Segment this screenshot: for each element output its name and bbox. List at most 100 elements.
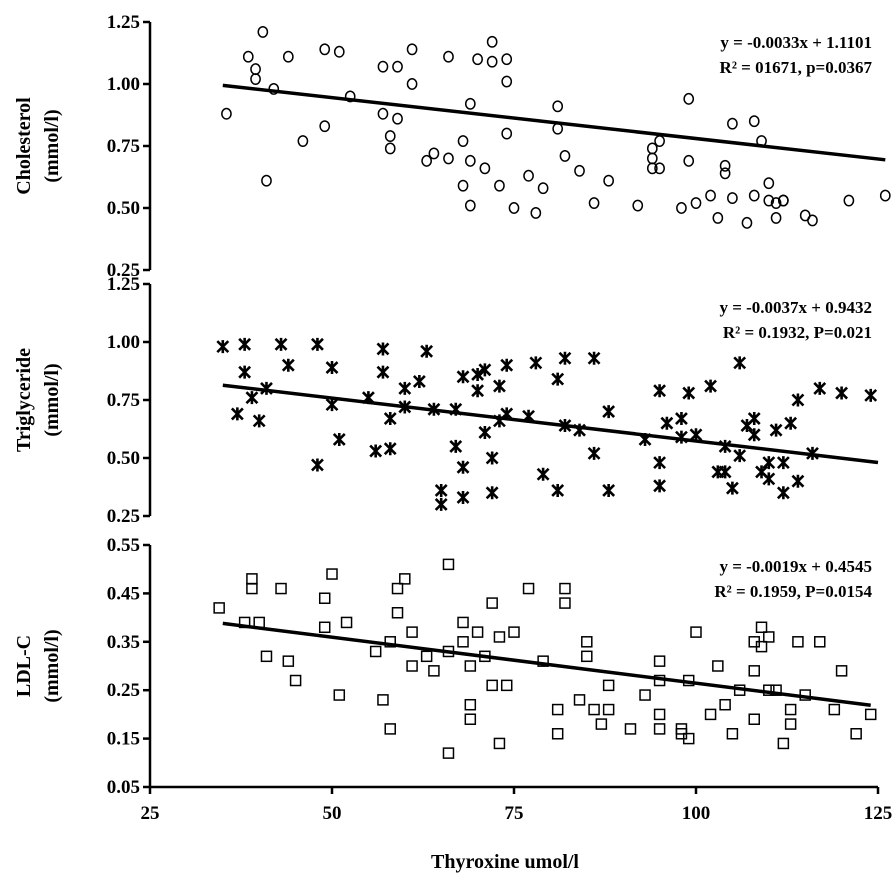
data-point bbox=[319, 43, 331, 56]
data-point bbox=[282, 50, 294, 63]
data-point bbox=[493, 631, 506, 643]
data-point bbox=[733, 449, 747, 463]
data-point bbox=[493, 379, 506, 393]
data-point bbox=[449, 439, 463, 453]
data-point bbox=[282, 655, 295, 667]
y-tick-label: 0.75 bbox=[107, 136, 140, 157]
data-point bbox=[653, 708, 666, 721]
data-point bbox=[479, 162, 491, 175]
data-point bbox=[864, 388, 878, 402]
data-point bbox=[442, 558, 455, 571]
data-point bbox=[478, 363, 492, 377]
data-point bbox=[384, 130, 396, 143]
data-point bbox=[603, 174, 614, 187]
data-point bbox=[471, 626, 484, 638]
data-point bbox=[508, 202, 520, 214]
data-point bbox=[551, 703, 564, 716]
data-point bbox=[769, 423, 783, 437]
data-point bbox=[471, 384, 485, 398]
data-point bbox=[486, 597, 498, 609]
data-point bbox=[683, 154, 695, 167]
data-point bbox=[690, 197, 702, 209]
data-point bbox=[602, 703, 615, 716]
data-point bbox=[725, 481, 739, 495]
data-point bbox=[595, 718, 608, 730]
data-point bbox=[464, 199, 476, 212]
data-point bbox=[221, 107, 232, 120]
data-point bbox=[297, 135, 309, 147]
data-point bbox=[762, 472, 776, 486]
data-point bbox=[712, 660, 724, 672]
data-point bbox=[311, 337, 324, 351]
data-point bbox=[748, 713, 760, 725]
trendline bbox=[222, 83, 886, 162]
data-point bbox=[457, 179, 469, 192]
data-point bbox=[442, 747, 455, 759]
data-point bbox=[384, 142, 396, 155]
data-point bbox=[755, 640, 768, 653]
data-point bbox=[551, 728, 564, 740]
data-point bbox=[252, 414, 266, 428]
data-point bbox=[216, 340, 230, 354]
y-tick-label: 1.00 bbox=[107, 332, 140, 353]
data-point bbox=[682, 732, 695, 745]
data-point bbox=[434, 483, 448, 497]
data-point bbox=[704, 379, 717, 393]
data-point bbox=[763, 631, 775, 643]
data-point bbox=[660, 416, 674, 430]
x-tick-label: 75 bbox=[505, 803, 524, 824]
data-point bbox=[443, 152, 454, 165]
data-point bbox=[632, 199, 644, 212]
data-point bbox=[493, 737, 506, 750]
y-axis-title-line: (mmol/l) bbox=[41, 109, 63, 182]
data-point bbox=[261, 174, 272, 187]
data-point bbox=[421, 154, 432, 167]
data-point bbox=[552, 100, 564, 113]
data-point bbox=[682, 386, 696, 400]
data-point bbox=[318, 621, 331, 634]
data-point bbox=[588, 197, 600, 209]
data-point bbox=[250, 63, 261, 76]
data-point bbox=[275, 582, 287, 595]
data-point bbox=[653, 655, 666, 667]
data-point bbox=[581, 650, 593, 663]
data-point bbox=[377, 107, 389, 120]
data-point bbox=[653, 456, 667, 470]
data-point bbox=[246, 582, 258, 595]
data-point bbox=[559, 149, 571, 162]
data-point bbox=[257, 25, 269, 38]
y-tick-label: 0.35 bbox=[107, 632, 140, 653]
data-point bbox=[464, 154, 476, 167]
data-point bbox=[763, 194, 775, 207]
data-point bbox=[705, 189, 716, 202]
data-point bbox=[246, 573, 258, 585]
data-point bbox=[383, 412, 397, 426]
data-point bbox=[486, 55, 498, 68]
x-tick-label: 25 bbox=[141, 803, 160, 824]
data-point bbox=[784, 703, 797, 716]
y-tick-label: 0.50 bbox=[107, 448, 140, 469]
y-tick-label: 0.75 bbox=[107, 390, 140, 411]
data-point bbox=[551, 483, 565, 497]
data-point bbox=[551, 372, 565, 386]
data-point bbox=[406, 78, 418, 90]
data-point bbox=[311, 458, 324, 472]
data-point bbox=[748, 665, 760, 677]
data-point bbox=[558, 351, 572, 365]
data-point bbox=[843, 194, 855, 207]
data-point bbox=[850, 728, 862, 740]
data-point bbox=[602, 405, 616, 419]
data-point bbox=[494, 179, 505, 192]
data-point bbox=[230, 407, 244, 421]
data-point bbox=[399, 573, 411, 585]
y-tick-label: 1.25 bbox=[107, 12, 140, 33]
data-point bbox=[574, 164, 585, 177]
data-point bbox=[807, 214, 818, 227]
data-point bbox=[879, 189, 891, 202]
data-point bbox=[741, 216, 753, 229]
y-tick-label: 0.25 bbox=[107, 506, 140, 527]
data-point bbox=[457, 135, 469, 147]
data-point bbox=[384, 636, 396, 648]
data-point bbox=[238, 337, 252, 351]
panel-3: 0.55 0.45 0.35 0.25 0.15 0.05 LDL-C (mmol/l) y =… bbox=[13, 535, 877, 798]
